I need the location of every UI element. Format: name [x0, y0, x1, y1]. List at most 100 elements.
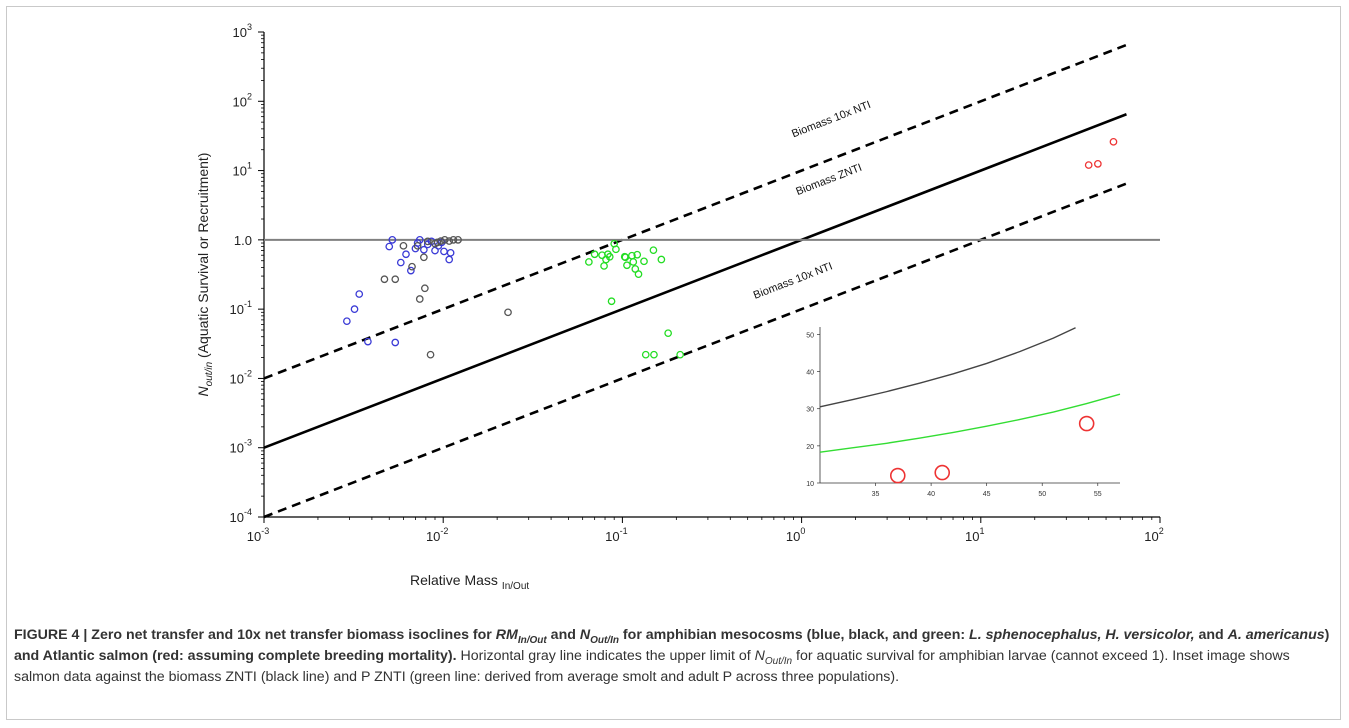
green-series-point — [600, 262, 608, 270]
x-tick-label: 10-2 — [426, 526, 448, 544]
black-series-point — [399, 241, 408, 250]
caption-bold-1: Zero net transfer and 10x net transfer b… — [91, 627, 496, 643]
inset-y-tick-label: 50 — [806, 332, 814, 339]
blue-series-point — [396, 258, 405, 267]
green-series-point — [612, 245, 620, 254]
caption-n-sub: Out/In — [590, 634, 619, 646]
caption-species-1: L. sphenocephalus, H. versicolor, — [969, 627, 1195, 643]
caption-rm-sub: In/Out — [517, 634, 547, 646]
blue-series-point — [402, 250, 410, 259]
green-series-point — [633, 250, 642, 259]
inset-y-tick-label: 30 — [806, 407, 814, 414]
blue-series-point — [364, 337, 372, 346]
blue-series-point — [355, 290, 364, 298]
black-series-point — [426, 350, 435, 359]
caption-text-1: Horizontal gray line indicates the upper… — [456, 648, 755, 664]
blue-series-point — [446, 248, 455, 257]
inset-x-tick-label: 45 — [983, 491, 991, 498]
blue-series-point — [445, 255, 454, 264]
y-tick-label: 10-2 — [230, 368, 252, 386]
black-series-point — [454, 236, 462, 244]
inset-salmon-point — [889, 467, 906, 484]
blue-series-point — [420, 245, 428, 254]
green-series-point — [623, 261, 631, 270]
label-biomass-10x-nti-upper: Biomass 10x NTI — [790, 99, 872, 140]
black-series-point — [415, 295, 424, 303]
x-tick-label: 100 — [786, 526, 805, 544]
blue-series-point — [350, 305, 359, 313]
caption-bold-4: and — [1194, 627, 1228, 643]
inset-salmon-point — [1078, 415, 1095, 432]
isocline-line-3 — [263, 182, 1127, 519]
caption-figure-label: FIGURE 4 | — [14, 627, 92, 643]
black-series-point — [413, 241, 422, 250]
blue-series-point — [385, 242, 394, 251]
inset-biomass-znti-line — [819, 327, 1076, 408]
red-series-point — [1084, 161, 1093, 169]
y-tick-label: 10-4 — [230, 507, 252, 525]
x-tick-label: 10-3 — [247, 526, 269, 544]
green-series-point — [590, 250, 599, 259]
blue-series-point — [343, 317, 351, 326]
y-tick-label: 10-1 — [230, 299, 252, 317]
green-series-point — [607, 297, 616, 306]
red-series-point — [1109, 137, 1118, 146]
y-tick-label: 103 — [233, 22, 252, 40]
caption-bold-3: for amphibian mesocosms (blue, black, an… — [618, 627, 970, 643]
label-biomass-znti: Biomass ZNTI — [794, 162, 863, 198]
black-series-point — [391, 275, 400, 284]
green-series-point — [676, 350, 684, 359]
caption-n: N — [579, 627, 591, 643]
black-series-point — [440, 236, 449, 244]
black-series-point — [449, 236, 458, 244]
inset-salmon-point — [934, 464, 951, 481]
inset-y-tick-label: 20 — [806, 444, 814, 451]
blue-series-point — [391, 338, 400, 347]
black-series-point — [436, 237, 445, 245]
inset-chart: 35 40 45 50 55 10 20 30 40 50 — [806, 327, 1121, 498]
x-axis-label: Relative Mass In/Out — [410, 572, 529, 592]
black-series-point — [504, 308, 512, 317]
inset-x-tick-label: 35 — [872, 491, 880, 498]
green-series-point — [650, 350, 658, 359]
caption-n2-sub: Out/In — [764, 655, 793, 667]
caption-n2: N — [754, 648, 765, 664]
y-tick-label: 102 — [233, 91, 252, 109]
y-tick-label: 101 — [233, 161, 252, 179]
black-series-point — [423, 237, 432, 246]
caption-bold-2: and — [546, 627, 580, 643]
y-tick-label: 1.0 — [234, 233, 252, 248]
inset-x-tick-label: 50 — [1038, 491, 1046, 498]
blue-series-point — [407, 266, 415, 275]
figure-frame — [6, 6, 1341, 720]
inset-p-znti-line — [819, 393, 1121, 453]
blue-series-point — [388, 236, 397, 244]
inset-y-tick-label: 40 — [806, 370, 814, 377]
x-tick-label: 102 — [1144, 526, 1163, 544]
main-chart: 10-3 10-2 10-1 100 101 10210-410-310-210-11.0… — [195, 22, 1164, 592]
x-tick-label: 101 — [965, 526, 984, 544]
black-series-point — [420, 253, 428, 262]
green-series-point — [657, 255, 666, 264]
caption-bold-5: ) and Atlantic salmon (red: assuming com… — [14, 627, 1330, 664]
black-series-point — [408, 262, 416, 271]
black-series-point — [380, 275, 389, 284]
black-series-point — [421, 284, 429, 293]
plot-area: 10-3 10-2 10-1 100 101 10210-410-310-210-11.0… — [195, 22, 1164, 592]
blue-series-point — [440, 247, 448, 256]
inset-x-tick-label: 55 — [1094, 491, 1102, 498]
label-biomass-10x-nti-lower: Biomass 10x NTI — [752, 260, 834, 301]
green-series-point — [634, 270, 643, 278]
green-series-point — [605, 252, 614, 261]
caption-rm: RM — [495, 627, 518, 643]
green-series-point — [629, 258, 638, 266]
green-series-point — [641, 350, 650, 359]
x-tick-label: 10-1 — [605, 526, 627, 544]
inset-y-tick-label: 10 — [806, 481, 814, 488]
isocline-line-1 — [263, 43, 1127, 380]
green-series-point — [649, 246, 658, 255]
black-series-point — [445, 237, 454, 245]
caption-text-2: for aquatic survival for amphibian larva… — [14, 648, 1290, 685]
green-series-point — [664, 329, 672, 338]
y-tick-label: 10-3 — [230, 438, 252, 456]
